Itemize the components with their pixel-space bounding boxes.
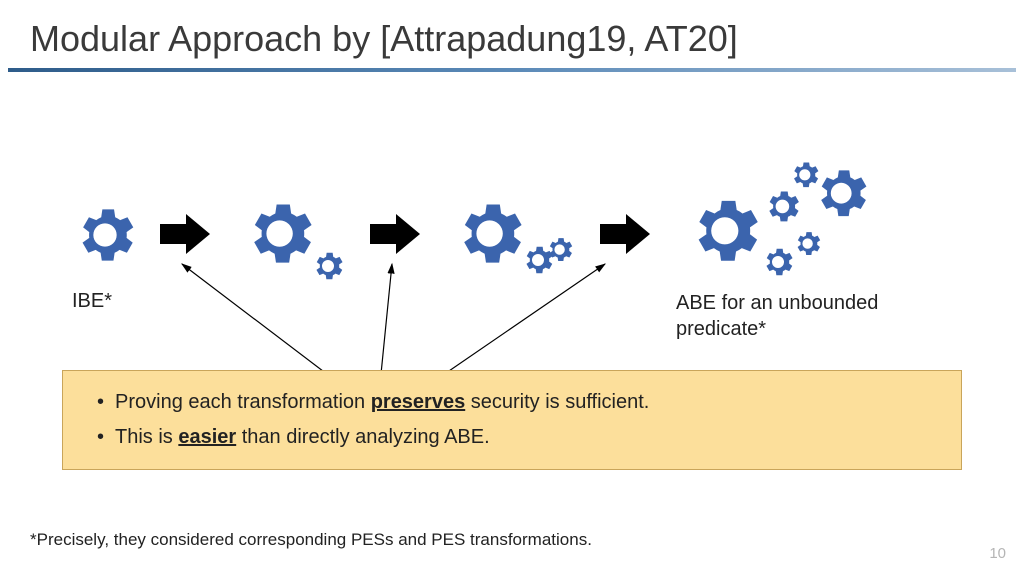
bullet-2-pre: This is	[115, 426, 178, 448]
bullet-2-emph: easier	[178, 426, 236, 448]
bullet-1: Proving each transformation preserves se…	[97, 385, 941, 420]
bullet-2: This is easier than directly analyzing A…	[97, 420, 941, 455]
bullet-2-post: than directly analyzing ABE.	[236, 426, 489, 448]
bullet-1-pre: Proving each transformation	[115, 391, 371, 413]
title-underline	[8, 68, 1016, 72]
slide-title: Modular Approach by [Attrapadung19, AT20…	[0, 0, 1024, 68]
diagram-area: IBE* ABE for an unbounded predicate* A s…	[0, 102, 1024, 362]
footnote: *Precisely, they considered correspondin…	[30, 530, 592, 550]
bullet-1-post: security is sufficient.	[465, 391, 649, 413]
page-number: 10	[989, 545, 1006, 562]
callout-box: Proving each transformation preserves se…	[62, 370, 962, 470]
bullet-1-emph: preserves	[371, 391, 466, 413]
